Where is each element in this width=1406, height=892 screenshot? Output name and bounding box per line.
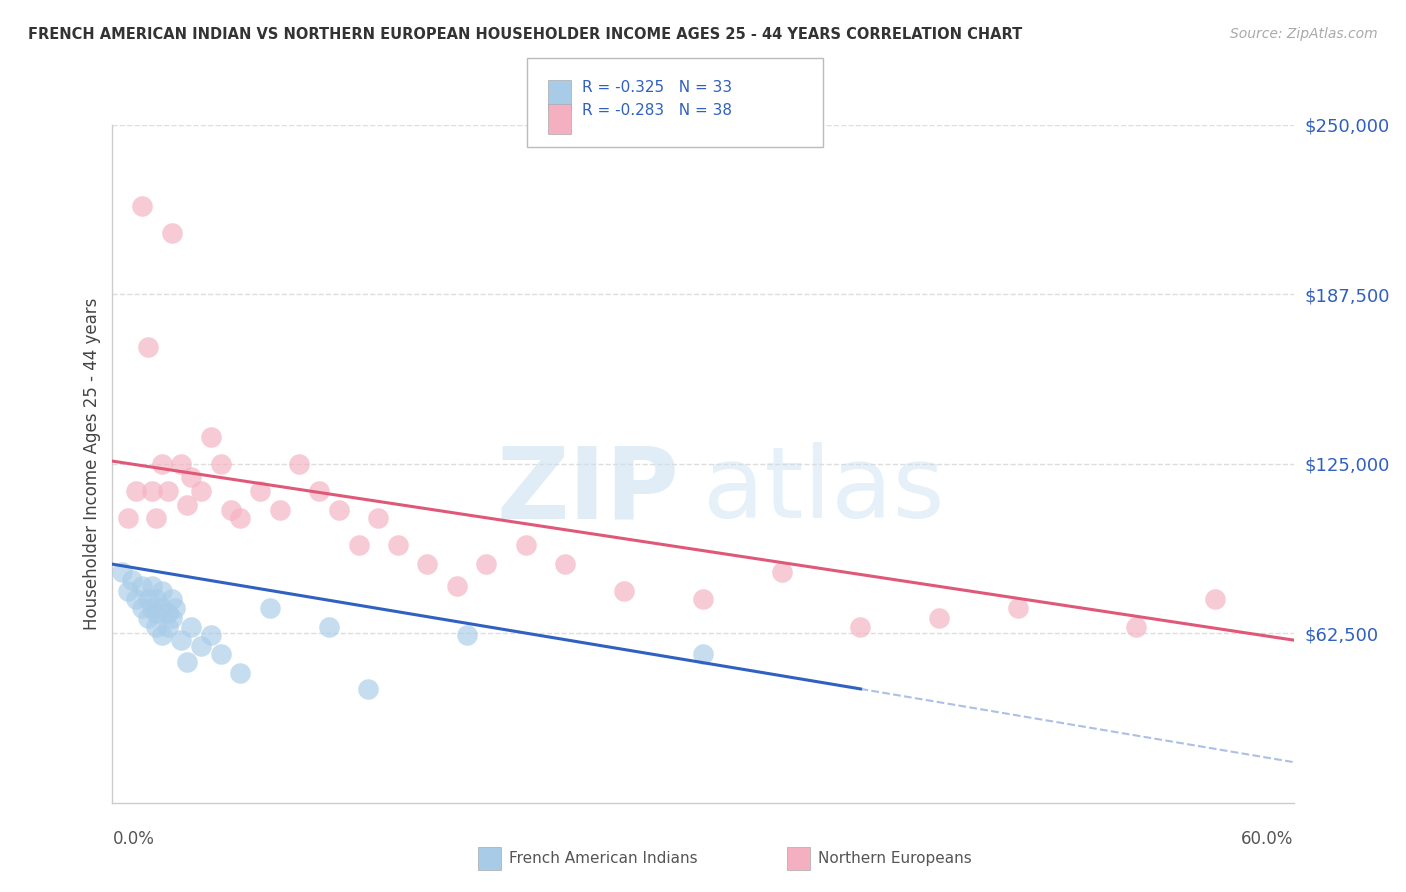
Point <box>328 503 350 517</box>
Text: atlas: atlas <box>703 442 945 540</box>
Point <box>446 579 468 593</box>
Point <box>367 511 389 525</box>
Point <box>475 557 498 571</box>
Point <box>160 592 183 607</box>
Point <box>180 619 202 633</box>
Point <box>150 584 173 599</box>
Text: 60.0%: 60.0% <box>1241 830 1294 847</box>
Text: FRENCH AMERICAN INDIAN VS NORTHERN EUROPEAN HOUSEHOLDER INCOME AGES 25 - 44 YEAR: FRENCH AMERICAN INDIAN VS NORTHERN EUROP… <box>28 27 1022 42</box>
Point <box>1125 619 1147 633</box>
Point <box>156 483 179 498</box>
Point <box>229 665 252 680</box>
Text: French American Indians: French American Indians <box>509 852 697 866</box>
Text: Source: ZipAtlas.com: Source: ZipAtlas.com <box>1230 27 1378 41</box>
Point <box>613 584 636 599</box>
Point <box>141 600 163 615</box>
Text: R = -0.283   N = 38: R = -0.283 N = 38 <box>582 103 733 118</box>
Point <box>141 483 163 498</box>
Point <box>288 457 311 471</box>
Point <box>150 600 173 615</box>
Point <box>165 600 187 615</box>
Point <box>170 457 193 471</box>
Point <box>1204 592 1226 607</box>
Point <box>928 611 950 625</box>
Point <box>416 557 439 571</box>
Point <box>176 655 198 669</box>
Point <box>249 483 271 498</box>
Point <box>145 592 167 607</box>
Point <box>176 498 198 512</box>
Point <box>145 511 167 525</box>
Point <box>156 619 179 633</box>
Point <box>200 430 222 444</box>
Point <box>318 619 340 633</box>
Point <box>554 557 576 571</box>
Point <box>121 574 143 588</box>
Point <box>357 681 380 696</box>
Point <box>229 511 252 525</box>
Point <box>117 511 139 525</box>
Point <box>131 579 153 593</box>
Point <box>136 592 159 607</box>
Y-axis label: Householder Income Ages 25 - 44 years: Householder Income Ages 25 - 44 years <box>83 298 101 630</box>
Point <box>308 483 330 498</box>
Point <box>770 566 793 580</box>
Point <box>160 227 183 241</box>
Point <box>180 470 202 484</box>
Point <box>150 628 173 642</box>
Point <box>456 628 478 642</box>
Point <box>259 600 281 615</box>
Point <box>849 619 872 633</box>
Point <box>209 647 232 661</box>
Point <box>387 538 409 552</box>
Point <box>692 647 714 661</box>
Point <box>125 592 148 607</box>
Point <box>269 503 291 517</box>
Point <box>200 628 222 642</box>
Point <box>145 606 167 620</box>
Point <box>1007 600 1029 615</box>
Text: R = -0.325   N = 33: R = -0.325 N = 33 <box>582 80 733 95</box>
Text: Northern Europeans: Northern Europeans <box>818 852 972 866</box>
Point <box>125 483 148 498</box>
Point <box>150 457 173 471</box>
Point <box>141 579 163 593</box>
Point <box>190 639 212 653</box>
Point <box>117 584 139 599</box>
Text: 0.0%: 0.0% <box>112 830 155 847</box>
Point <box>347 538 370 552</box>
Point <box>515 538 537 552</box>
Point <box>131 199 153 213</box>
Point <box>692 592 714 607</box>
Point <box>136 340 159 354</box>
Point <box>160 611 183 625</box>
Point <box>209 457 232 471</box>
Point <box>170 633 193 648</box>
Point <box>131 600 153 615</box>
Point <box>156 606 179 620</box>
Point <box>219 503 242 517</box>
Point <box>136 611 159 625</box>
Text: ZIP: ZIP <box>496 442 679 540</box>
Point <box>190 483 212 498</box>
Point <box>145 619 167 633</box>
Point <box>111 566 134 580</box>
